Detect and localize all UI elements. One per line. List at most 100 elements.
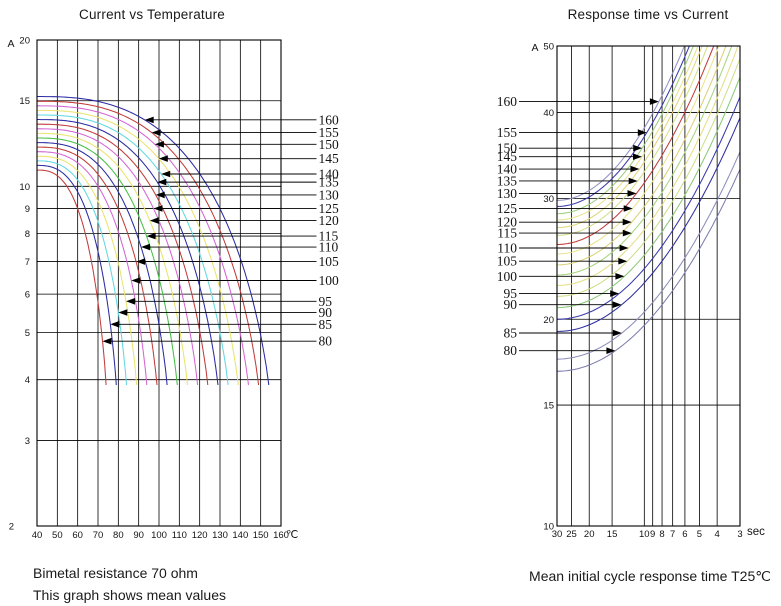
left-grid xyxy=(36,39,282,527)
curve-label-150: 150 xyxy=(319,137,340,152)
axis-tick-label: 150 xyxy=(253,530,269,541)
axis-tick-label: 140 xyxy=(232,530,248,541)
curve-label-125: 125 xyxy=(497,201,518,216)
curve-95 xyxy=(37,155,138,386)
curve-80 xyxy=(37,169,107,386)
axis-tick-label: 60 xyxy=(72,530,83,541)
curve-150 xyxy=(557,46,694,215)
axis-tick-label: 30 xyxy=(543,194,554,205)
left-chart-caption-line2: This graph shows mean values xyxy=(33,586,226,603)
callout-arrow-icon xyxy=(606,347,616,354)
left-chart-title: Current vs Temperature xyxy=(79,7,225,22)
right-plot-border xyxy=(556,45,741,527)
curve-135 xyxy=(557,46,709,236)
axis-tick-label: 10 xyxy=(19,182,30,193)
x-axis-unit-label: ℃ xyxy=(286,529,298,541)
curve-label-160: 160 xyxy=(497,94,518,109)
curve-145 xyxy=(557,46,699,221)
curve-label-125: 125 xyxy=(319,201,340,216)
curve-140 xyxy=(557,46,703,229)
curve-145 xyxy=(37,109,239,386)
curve-label-85: 85 xyxy=(319,317,333,332)
axis-tick-label: 5 xyxy=(697,529,702,540)
curve-125 xyxy=(37,128,199,386)
curve-label-105: 105 xyxy=(497,254,518,269)
callout-arrow-icon xyxy=(136,258,146,265)
right-grid xyxy=(556,45,741,527)
curve-label-135: 135 xyxy=(497,173,518,188)
callout-arrow-icon xyxy=(619,244,629,252)
callout-arrow-icon xyxy=(110,321,120,328)
callout-arrow-icon xyxy=(628,177,638,185)
curve-155 xyxy=(37,100,260,386)
axis-tick-label: 130 xyxy=(212,530,228,541)
callout-arrow-icon xyxy=(157,178,167,186)
callout-arrow-icon xyxy=(141,243,150,251)
callout-arrow-icon xyxy=(649,98,659,105)
callout-arrow-icon xyxy=(627,190,637,197)
axis-tick-label: 40 xyxy=(543,108,554,119)
curve-label-95: 95 xyxy=(504,286,518,301)
curve-135 xyxy=(37,118,219,386)
axis-tick-label: 10 xyxy=(639,529,650,540)
curve-label-120: 120 xyxy=(319,213,340,228)
left-chart-caption: Bimetal resistance 70 ohm This graph sho… xyxy=(33,563,226,606)
axis-tick-label: 9 xyxy=(25,204,30,215)
callout-arrow-icon xyxy=(149,217,159,224)
callout-arrow-icon xyxy=(118,309,128,316)
axis-tick-label: 5 xyxy=(25,328,30,339)
axis-tick-label: 4 xyxy=(25,375,30,386)
axis-tick-label: 7 xyxy=(670,529,675,540)
axis-tick-label: 8 xyxy=(659,529,664,540)
axis-tick-label: 80 xyxy=(113,530,124,541)
axis-tick-label: 50 xyxy=(52,530,63,541)
axis-tick-label: 6 xyxy=(25,290,30,301)
curve-120 xyxy=(37,132,189,386)
axis-tick-label: 50 xyxy=(543,42,554,53)
curve-110 xyxy=(37,142,168,386)
curve-140 xyxy=(37,114,229,386)
curve-110 xyxy=(557,46,739,287)
curve-label-100: 100 xyxy=(497,269,518,284)
curve-label-95: 95 xyxy=(319,294,333,309)
curve-105 xyxy=(557,58,740,297)
curve-label-110: 110 xyxy=(319,240,339,255)
axis-tick-label: 2 xyxy=(9,522,14,533)
response-time-vs-current-chart: 1601551501451401351301251201151101051009… xyxy=(497,42,765,541)
curve-105 xyxy=(37,146,158,386)
curve-label-135: 135 xyxy=(319,175,340,190)
callout-arrow-icon xyxy=(161,170,171,178)
curve-label-85: 85 xyxy=(504,326,518,341)
axis-tick-label: 15 xyxy=(543,401,554,412)
curve-100 xyxy=(557,76,740,309)
axis-tick-label: 9 xyxy=(650,529,655,540)
curve-160 xyxy=(37,95,270,386)
callout-arrow-icon xyxy=(153,205,163,212)
callout-arrow-icon xyxy=(623,205,633,212)
callout-arrow-icon xyxy=(144,116,154,124)
curve-120 xyxy=(557,46,727,266)
left-chart-caption-line1: Bimetal resistance 70 ohm xyxy=(33,565,198,581)
curve-label-130: 130 xyxy=(319,187,340,202)
callout-arrow-icon xyxy=(154,141,164,148)
curve-label-110: 110 xyxy=(497,240,517,255)
axis-tick-label: 160 xyxy=(273,530,289,541)
axis-tick-label: 3 xyxy=(25,436,30,447)
callout-arrow-icon xyxy=(158,155,168,162)
axis-tick-label: 70 xyxy=(93,530,104,541)
curve-label-90: 90 xyxy=(319,305,333,320)
callout-arrow-icon xyxy=(618,257,628,265)
callout-arrow-icon xyxy=(151,129,161,136)
callout-arrow-icon xyxy=(126,298,135,305)
callout-arrow-icon xyxy=(622,218,632,226)
curve-150 xyxy=(37,105,250,386)
axis-tick-label: 90 xyxy=(133,530,144,541)
axis-tick-label: 10 xyxy=(543,522,554,533)
y-axis-unit-label: A xyxy=(531,42,538,54)
callout-arrow-icon xyxy=(131,277,141,284)
right-chart-caption: Mean initial cycle response time T25℃ xyxy=(529,568,771,584)
curve-label-155: 155 xyxy=(497,125,518,140)
curve-label-100: 100 xyxy=(319,273,340,288)
